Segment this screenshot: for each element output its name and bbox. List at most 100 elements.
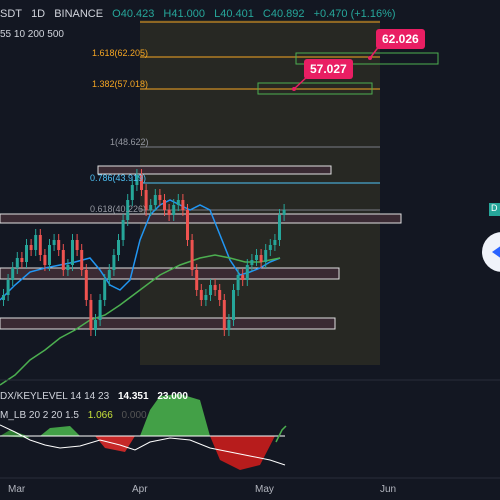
candle-body: [98, 300, 102, 320]
candle-body: [158, 195, 162, 200]
indicator-1-legend: DX/KEYLEVEL 14 14 23 14.351 23.000: [0, 391, 194, 402]
ohlc-high: H41.000: [163, 8, 206, 20]
callout-upper-dot: [368, 56, 372, 60]
candle-body: [241, 275, 245, 280]
replay-button[interactable]: [482, 232, 500, 272]
symbol-label[interactable]: SDT: [0, 8, 22, 20]
candle-body: [89, 300, 93, 330]
candle-body: [167, 210, 171, 215]
x-label-mar: Mar: [8, 484, 26, 495]
key-zone-4: [0, 317, 336, 330]
candle-body: [153, 195, 157, 205]
indicator-white-line: [0, 424, 286, 466]
candle-body: [117, 240, 120, 255]
exchange-label: BINANCE: [54, 8, 104, 20]
candle-body: [204, 295, 208, 300]
candle-body: [199, 290, 203, 300]
candle-body: [20, 258, 24, 262]
candle-body: [126, 200, 130, 220]
candle-body: [172, 205, 176, 215]
indicator-2-legend: M_LB 20 2 20 1.5 1.066 0.000: [0, 410, 153, 421]
key-zone-3: [0, 267, 340, 280]
candle-body: [135, 175, 139, 185]
target-box-upper: [295, 52, 439, 65]
candle-body: [218, 290, 222, 300]
candle-body: [61, 250, 65, 270]
candle-body: [236, 275, 240, 290]
candle-body: [130, 185, 134, 200]
candle-body: [112, 255, 116, 270]
candle-body: [255, 255, 258, 260]
candle-body: [34, 235, 38, 250]
candle-body: [48, 245, 51, 265]
indicator-1-value-2: 23.000: [157, 391, 188, 402]
indicator-1-name[interactable]: DX/KEYLEVEL 14 14 23: [0, 391, 110, 402]
candle-body: [213, 285, 217, 290]
indicator-2-name[interactable]: M_LB 20 2 20 1.5: [0, 410, 79, 421]
fib-label-0618: 0.618(40.226): [90, 204, 147, 214]
candle-body: [245, 265, 249, 280]
candle-body: [107, 270, 111, 280]
candle-body: [2, 295, 5, 300]
candle-body: [25, 245, 28, 262]
callout-lower[interactable]: 57.027: [304, 59, 353, 79]
ma-params[interactable]: 55 10 200 500: [0, 29, 64, 40]
interval-label[interactable]: 1D: [31, 8, 46, 20]
candle-body: [144, 190, 148, 210]
candle-body: [75, 240, 79, 250]
ohlc-change: +0.470 (+1.16%): [313, 8, 396, 20]
price-tag: D: [489, 203, 500, 216]
candle-body: [190, 240, 194, 270]
fib-label-1382: 1.382(57.018): [92, 79, 149, 89]
indicator-2-value-2: 0.000: [121, 410, 147, 421]
key-zone-1: [97, 165, 332, 175]
candles-group: [2, 169, 286, 336]
target-box-lower: [257, 82, 373, 95]
callout-lower-dot: [292, 87, 296, 91]
candle-body: [94, 320, 97, 330]
histogram-green-1: [0, 430, 30, 438]
play-icon: [492, 245, 500, 259]
x-label-may: May: [255, 484, 274, 495]
candle-body: [80, 250, 84, 270]
histogram-red-2: [210, 436, 275, 470]
candle-body: [232, 290, 235, 320]
candle-body: [103, 280, 107, 300]
candle-body: [52, 240, 56, 245]
candle-body: [186, 210, 189, 240]
candle-body: [282, 210, 286, 215]
candle-body: [209, 285, 212, 295]
fib-label-1: 1(48.622): [110, 137, 149, 147]
ohlc-close: C40.892: [262, 8, 305, 20]
candle-body: [38, 235, 42, 255]
candle-body: [278, 215, 281, 240]
x-label-apr: Apr: [132, 484, 148, 495]
candle-body: [121, 220, 125, 240]
ma-slow-line: [0, 254, 281, 386]
candle-body: [273, 240, 277, 245]
histogram-green-3: [140, 394, 210, 436]
candle-body: [181, 200, 185, 210]
candle-body: [264, 250, 268, 262]
candle-body: [84, 270, 88, 300]
candle-body: [227, 320, 231, 330]
candle-body: [43, 255, 47, 265]
candle-body: [250, 260, 254, 265]
candle-body: [259, 255, 263, 262]
candle-body: [163, 200, 166, 210]
callout-upper[interactable]: 62.026: [376, 29, 425, 49]
header-row-1: SDT 1D BINANCE O40.423 H41.000 L40.401 C…: [0, 8, 402, 20]
header-row-2: 55 10 200 500: [0, 29, 70, 40]
candle-body: [222, 300, 226, 330]
candle-body: [6, 280, 10, 295]
candle-body: [71, 240, 74, 265]
fib-label-0786: 0.786(43.919): [90, 173, 147, 183]
candle-body: [195, 270, 199, 290]
candle-body: [268, 245, 272, 250]
ohlc-low: L40.401: [214, 8, 254, 20]
indicator-2-value-1: 1.066: [87, 410, 113, 421]
candle-body: [140, 175, 143, 190]
candle-body: [29, 245, 33, 250]
candle-body: [149, 205, 153, 210]
